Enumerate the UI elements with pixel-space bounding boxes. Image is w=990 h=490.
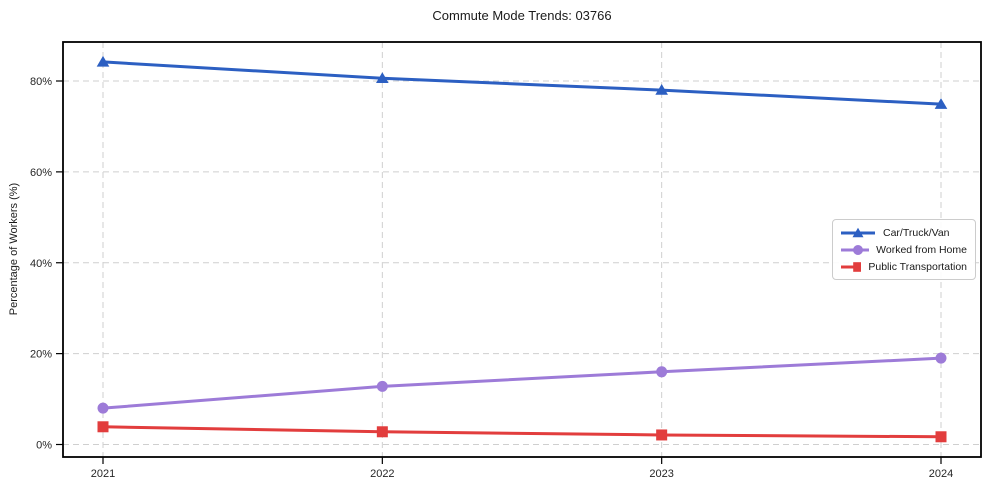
- legend-item: Worked from Home: [840, 242, 967, 257]
- data-point-marker: [934, 98, 948, 109]
- series-line: [101, 356, 943, 410]
- data-point-marker: [97, 402, 109, 414]
- legend-item-label: Car/Truck/Van: [883, 226, 950, 239]
- plot-frame: [62, 41, 982, 458]
- legend-item-label: Worked from Home: [876, 243, 967, 256]
- data-point-marker: [935, 431, 947, 443]
- legend-item: Public Transportation: [840, 259, 967, 274]
- data-point-marker: [656, 429, 668, 441]
- y-tick-label: 40%: [30, 258, 52, 270]
- x-tick-label: 2024: [929, 468, 953, 480]
- x-tick-label: 2021: [91, 468, 115, 480]
- triangle-marker-icon: [841, 227, 875, 237]
- square-marker-icon: [841, 261, 862, 272]
- y-tick-label: 80%: [30, 76, 52, 88]
- legend: Car/Truck/Van Worked from Home Public Tran…: [832, 219, 976, 280]
- series-line: [101, 60, 943, 106]
- data-point-marker: [935, 352, 947, 364]
- data-point-marker: [655, 84, 668, 95]
- chart-title: Commute Mode Trends: 03766: [432, 8, 612, 23]
- circle-marker-icon: [841, 244, 870, 255]
- legend-item-label: Public Transportation: [868, 260, 967, 273]
- x-tick-label: 2023: [649, 468, 673, 480]
- x-tick-label: 2022: [370, 468, 394, 480]
- data-point-marker: [656, 366, 668, 378]
- legend-item: Car/Truck/Van: [840, 225, 967, 240]
- data-point-marker: [97, 421, 109, 433]
- y-tick-label: 20%: [30, 349, 52, 361]
- data-point-marker: [376, 426, 388, 438]
- data-point-marker: [376, 72, 389, 83]
- data-point-marker: [376, 380, 388, 392]
- y-tick-label: 60%: [30, 167, 52, 179]
- y-tick-label: 0%: [36, 440, 52, 452]
- series-line: [101, 425, 943, 439]
- data-point-marker: [96, 55, 110, 67]
